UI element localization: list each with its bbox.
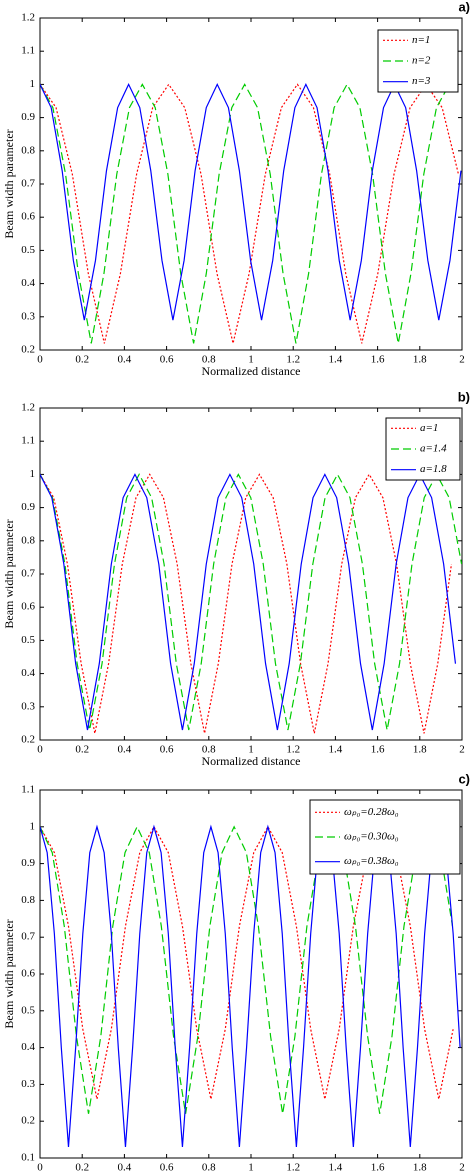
x-tick-label: 1 (248, 1162, 254, 1174)
x-tick-label: 1.4 (329, 354, 343, 366)
y-tick-label: 1 (30, 820, 36, 832)
y-tick-label: 0.7 (21, 178, 35, 190)
y-tick-label: 0.9 (21, 111, 35, 123)
x-tick-label: 2 (459, 1162, 465, 1174)
x-tick-label: 1.6 (371, 744, 385, 756)
y-tick-label: 0.5 (21, 1004, 35, 1016)
x-tick-label: 1.2 (286, 744, 300, 756)
y-tick-label: 1.1 (21, 784, 35, 796)
y-axis-label: Beam width parameter (2, 919, 16, 1028)
y-tick-label: 0.3 (21, 700, 35, 712)
x-axis-label: Normalized distance (202, 1172, 301, 1175)
y-tick-label: 0.2 (21, 1115, 35, 1127)
x-tick-label: 0.4 (118, 354, 132, 366)
y-tick-label: 0.3 (21, 1078, 35, 1090)
legend-label: ωₚ₀=0.30ω₀ (344, 831, 399, 843)
y-tick-label: 1.1 (21, 435, 35, 447)
y-tick-label: 0.8 (21, 144, 35, 156)
y-tick-label: 0.7 (21, 568, 35, 580)
x-tick-label: 1.4 (329, 744, 343, 756)
x-tick-label: 0 (37, 744, 43, 756)
x-tick-label: 0.2 (75, 1162, 89, 1174)
x-axis-label: Normalized distance (202, 754, 301, 768)
y-tick-label: 0.6 (21, 968, 35, 980)
series-line (40, 473, 457, 731)
x-tick-label: 0 (37, 354, 43, 366)
series-line (40, 825, 454, 1114)
x-tick-label: 1.6 (371, 1162, 385, 1174)
panel-label: b) (458, 389, 470, 404)
y-tick-label: 0.3 (21, 310, 35, 322)
y-axis-label: Beam width parameter (2, 519, 16, 628)
x-tick-label: 0.6 (160, 354, 174, 366)
legend-label: n=1 (412, 34, 430, 46)
series-line (40, 83, 450, 344)
x-tick-label: 1 (248, 354, 254, 366)
x-tick-label: 0.8 (202, 354, 216, 366)
x-tick-label: 1.4 (329, 1162, 343, 1174)
x-axis-label: Normalized distance (202, 364, 301, 378)
y-tick-label: 0.6 (21, 601, 35, 613)
x-tick-label: 1.8 (413, 354, 427, 366)
x-tick-label: 1.8 (413, 744, 427, 756)
x-tick-label: 2 (459, 354, 465, 366)
y-tick-label: 0.7 (21, 931, 35, 943)
y-axis-label: Beam width parameter (2, 129, 16, 238)
legend-label: ωₚ₀=0.38ω₀ (344, 855, 399, 867)
series-line (40, 473, 462, 731)
series-line (40, 473, 453, 734)
x-tick-label: 0.4 (118, 1162, 132, 1174)
x-tick-label: 1.2 (286, 354, 300, 366)
y-tick-label: 1 (30, 78, 36, 90)
x-tick-label: 1.6 (371, 354, 385, 366)
panel-label: c) (458, 771, 470, 786)
x-tick-label: 0 (37, 1162, 43, 1174)
legend-label: a=1.4 (420, 443, 447, 455)
panel-label: a) (458, 0, 470, 14)
x-tick-label: 1 (248, 744, 254, 756)
x-tick-label: 1.2 (286, 1162, 300, 1174)
y-tick-label: 1 (30, 468, 36, 480)
y-tick-label: 0.2 (21, 734, 35, 746)
x-tick-label: 0.8 (202, 744, 216, 756)
x-tick-label: 0.6 (160, 1162, 174, 1174)
y-tick-label: 0.4 (21, 1041, 35, 1053)
y-tick-label: 0.8 (21, 894, 35, 906)
y-tick-label: 0.4 (21, 667, 35, 679)
x-tick-label: 0.4 (118, 744, 132, 756)
y-tick-label: 0.1 (21, 1152, 35, 1164)
x-tick-label: 0.2 (75, 744, 89, 756)
x-tick-label: 2 (459, 744, 465, 756)
legend-label: a=1 (420, 422, 438, 434)
legend-label: n=3 (412, 75, 431, 87)
series-line (40, 825, 454, 1100)
y-tick-label: 0.8 (21, 534, 35, 546)
y-tick-label: 0.6 (21, 211, 35, 223)
y-tick-label: 0.5 (21, 634, 35, 646)
x-tick-label: 1.8 (413, 1162, 427, 1174)
y-tick-label: 0.9 (21, 501, 35, 513)
y-tick-label: 1.2 (21, 12, 35, 24)
y-tick-label: 0.9 (21, 857, 35, 869)
x-tick-label: 0.6 (160, 744, 174, 756)
legend-label: ωₚ₀=0.28ω₀ (344, 806, 399, 818)
legend-label: n=2 (412, 55, 431, 67)
series-line (40, 83, 459, 344)
x-tick-label: 0.8 (202, 1162, 216, 1174)
legend-label: a=1.8 (420, 463, 447, 475)
x-tick-label: 0.2 (75, 354, 89, 366)
y-tick-label: 0.4 (21, 277, 35, 289)
y-tick-label: 1.1 (21, 45, 35, 57)
y-tick-label: 1.2 (21, 402, 35, 414)
y-tick-label: 0.2 (21, 344, 35, 356)
y-tick-label: 0.5 (21, 244, 35, 256)
